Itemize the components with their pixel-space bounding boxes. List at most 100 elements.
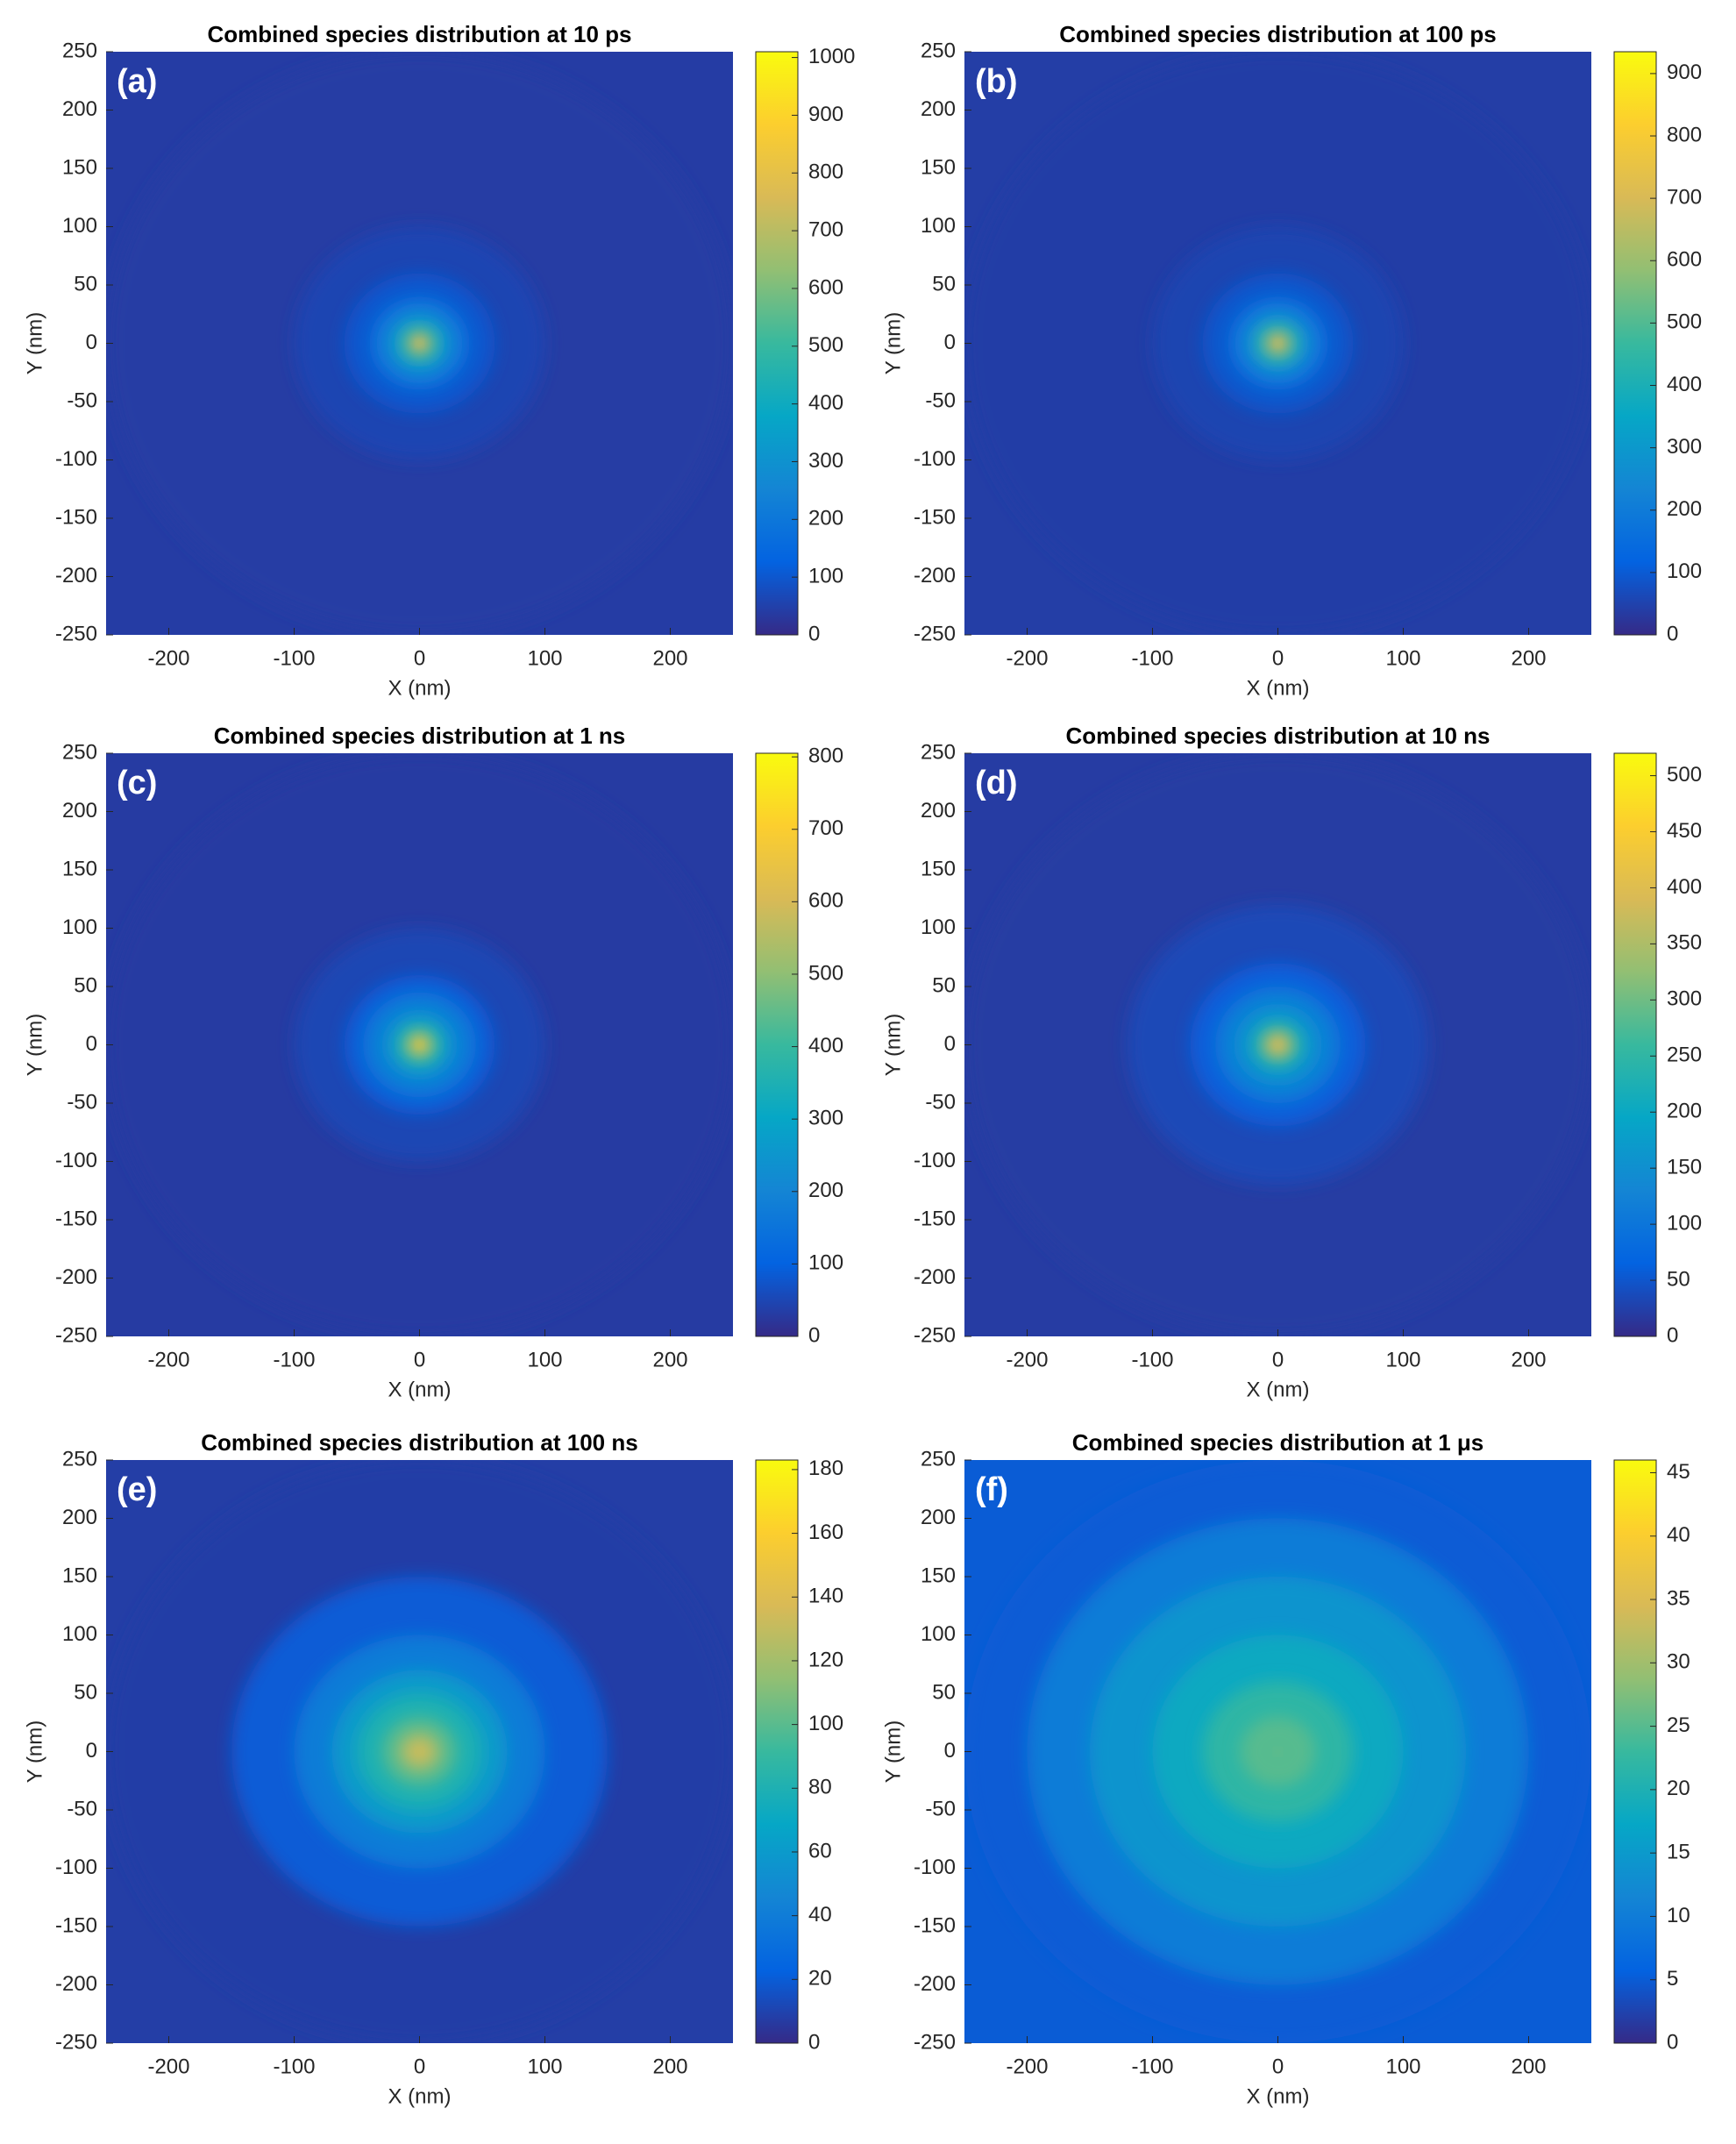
panel-label: (c) — [117, 765, 157, 801]
y-axis-label: Y (nm) — [881, 1720, 905, 1784]
colorbar-tick-label: 300 — [808, 449, 843, 473]
y-tick-label: 150 — [62, 857, 97, 880]
x-axis-label: X (nm) — [1247, 2084, 1310, 2108]
chart-title: Combined species distribution at 1 μs — [1072, 1429, 1484, 1456]
colorbar-tick-label: 30 — [1667, 1650, 1690, 1674]
panel-label: (d) — [975, 765, 1018, 801]
y-tick-label: -150 — [914, 1207, 956, 1230]
colorbar-tick-label: 200 — [808, 507, 843, 531]
colorbar-tick-label: 40 — [808, 1903, 832, 1927]
y-tick-label: 100 — [921, 915, 956, 939]
colorbar-tick-label: 160 — [808, 1521, 843, 1544]
heatmap — [106, 753, 733, 1336]
colorbar-tick-label: 35 — [1667, 1586, 1690, 1610]
colorbar-tick-label: 700 — [808, 217, 843, 241]
y-tick-label: -150 — [914, 1913, 956, 1937]
y-tick-label: 200 — [921, 1506, 956, 1529]
colorbar-tick-label: 100 — [808, 1251, 843, 1275]
y-tick-label: 250 — [62, 1447, 97, 1471]
x-tick-label: -100 — [1131, 2055, 1173, 2078]
y-tick-label: 50 — [932, 272, 956, 296]
y-tick-label: 0 — [86, 331, 97, 354]
y-axis-label: Y (nm) — [881, 1014, 905, 1077]
y-tick-label: -50 — [67, 388, 97, 412]
y-tick-label: 150 — [921, 1563, 956, 1587]
chart-title: Combined species distribution at 1 ns — [214, 723, 626, 749]
x-tick-label: 200 — [1511, 2055, 1546, 2078]
colorbar-tick-label: 400 — [808, 391, 843, 415]
colorbar-tick-label: 140 — [808, 1585, 843, 1608]
colorbar-tick-label: 100 — [808, 565, 843, 588]
colorbar-tick-label: 10 — [1667, 1904, 1690, 1927]
y-tick-label: 150 — [921, 155, 956, 179]
y-tick-label: 0 — [944, 1032, 956, 1056]
chart-title: Combined species distribution at 10 ps — [208, 21, 632, 47]
colorbar-tick-label: 120 — [808, 1648, 843, 1671]
colorbar-tick-label: 300 — [1667, 435, 1702, 459]
y-tick-label: -50 — [67, 1090, 97, 1114]
x-tick-label: -100 — [273, 1348, 315, 1371]
colorbar-tick-label: 400 — [1667, 875, 1702, 899]
y-tick-label: -100 — [55, 447, 97, 471]
x-tick-label: -100 — [273, 646, 315, 670]
colorbar — [755, 51, 799, 636]
x-tick-label: -200 — [147, 646, 189, 670]
x-tick-label: 0 — [414, 2055, 425, 2078]
heatmap — [964, 753, 1591, 1336]
y-axis-label: Y (nm) — [23, 312, 46, 375]
x-tick-label: -100 — [1131, 646, 1173, 670]
x-tick-label: 200 — [1511, 646, 1546, 670]
colorbar-tick-label: 250 — [1667, 1044, 1702, 1067]
colorbar-tick-label: 80 — [808, 1776, 832, 1799]
colorbar-tick-label: 150 — [1667, 1156, 1702, 1179]
y-tick-label: -200 — [55, 1972, 97, 1996]
colorbar — [1613, 1459, 1657, 2044]
y-tick-label: 200 — [921, 97, 956, 121]
x-tick-label: -200 — [147, 2055, 189, 2078]
colorbar-tick-label: 450 — [1667, 819, 1702, 843]
panel: -200 -100 0 100 200-250-200-150-100-50050100… — [881, 1429, 1690, 2108]
y-tick-label: 200 — [62, 1506, 97, 1529]
x-tick-label: 200 — [652, 2055, 687, 2078]
x-tick-label: 100 — [1385, 1348, 1420, 1371]
colorbar-tick-label: 600 — [808, 889, 843, 913]
y-tick-label: 100 — [921, 1622, 956, 1646]
panel-label: (a) — [117, 63, 157, 100]
colorbar — [1613, 752, 1657, 1337]
y-tick-label: -250 — [914, 1323, 956, 1347]
y-tick-label: -250 — [914, 2030, 956, 2054]
y-tick-label: 150 — [62, 155, 97, 179]
y-tick-label: -100 — [55, 1856, 97, 1879]
colorbar-tick-label: 400 — [1667, 373, 1702, 396]
colorbar-tick-label: 900 — [808, 103, 843, 126]
x-tick-label: -200 — [1006, 646, 1048, 670]
y-tick-label: -200 — [55, 1265, 97, 1289]
y-tick-label: 150 — [62, 1563, 97, 1587]
x-tick-label: 200 — [1511, 1348, 1546, 1371]
y-tick-label: 0 — [86, 1739, 97, 1763]
colorbar-tick-label: 100 — [808, 1712, 843, 1735]
x-tick-label: 0 — [414, 1348, 425, 1371]
y-tick-label: -250 — [914, 622, 956, 645]
x-tick-label: -200 — [147, 1348, 189, 1371]
colorbar-tick-label: 500 — [808, 333, 843, 357]
panel-label: (e) — [117, 1471, 157, 1508]
colorbar — [1613, 51, 1657, 636]
y-tick-label: 50 — [74, 973, 97, 997]
colorbar-tick-label: 0 — [1667, 622, 1678, 645]
y-tick-label: -200 — [914, 564, 956, 588]
y-tick-label: -200 — [914, 1972, 956, 1996]
colorbar-tick-label: 0 — [1667, 2030, 1678, 2054]
colorbar-tick-label: 300 — [808, 1107, 843, 1130]
colorbar — [755, 752, 799, 1337]
colorbar-tick-label: 0 — [1667, 1323, 1678, 1347]
heatmap — [964, 52, 1591, 635]
colorbar-tick-label: 200 — [808, 1179, 843, 1202]
x-tick-label: 0 — [414, 646, 425, 670]
y-tick-label: 50 — [932, 973, 956, 997]
x-tick-label: 100 — [527, 1348, 562, 1371]
y-tick-label: -100 — [914, 1856, 956, 1879]
colorbar-tick-label: 100 — [1667, 559, 1702, 583]
x-tick-label: 0 — [1272, 646, 1284, 670]
